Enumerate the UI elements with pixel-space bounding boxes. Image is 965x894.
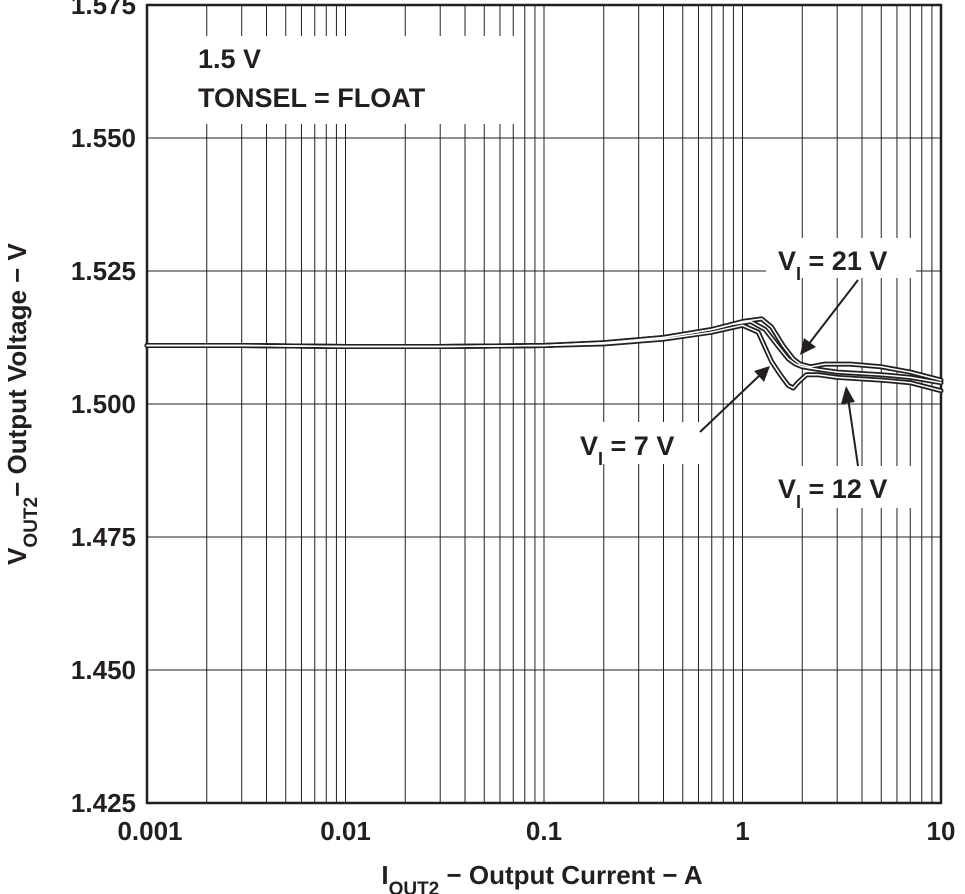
condition-tonsel: TONSEL = FLOAT <box>198 83 426 113</box>
y-tick-label: 1.525 <box>71 256 136 286</box>
y-tick-label: 1.450 <box>71 655 136 685</box>
series-label-12v: VI = 12 V <box>778 474 887 512</box>
series-group <box>144 316 944 394</box>
condition-voltage: 1.5 V <box>198 44 261 74</box>
arrow-12v-head <box>841 386 855 404</box>
y-tick-labels: 1.425 1.450 1.475 1.500 1.525 1.550 1.575 <box>71 0 136 818</box>
y-axis-title: VOUT2− Output Voltage − V <box>2 242 42 564</box>
arrow-7v <box>699 374 761 433</box>
series-label-21v: VI = 21 V <box>778 246 887 284</box>
x-tick-label: 1 <box>735 816 749 846</box>
grid <box>147 4 941 804</box>
x-tick-label: 0.01 <box>320 816 371 846</box>
y-tick-label: 1.550 <box>71 123 136 153</box>
x-tick-label: 0.001 <box>117 816 182 846</box>
arrow-21v-head <box>800 338 816 355</box>
series-label-7v: VI = 7 V <box>580 431 674 469</box>
x-tick-label: 10 <box>927 816 956 846</box>
label-bg-21v <box>766 238 916 278</box>
arrow-21v <box>807 279 859 346</box>
x-tick-labels: 0.001 0.01 0.1 1 10 <box>117 816 955 846</box>
x-axis-title: IOUT2 − Output Current − A <box>381 860 703 894</box>
plot-frame <box>145 3 943 805</box>
conditions-box <box>190 36 518 124</box>
arrow-7v-head <box>754 366 770 382</box>
y-tick-label: 1.500 <box>71 389 136 419</box>
y-tick-label: 1.575 <box>71 0 136 20</box>
y-tick-label: 1.425 <box>71 788 136 818</box>
series-core-3 <box>146 324 942 392</box>
label-bg-7v <box>568 422 708 464</box>
label-bg-12v <box>770 466 920 508</box>
x-tick-label: 0.1 <box>526 816 562 846</box>
arrow-12v <box>847 397 859 467</box>
y-tick-label: 1.475 <box>71 522 136 552</box>
